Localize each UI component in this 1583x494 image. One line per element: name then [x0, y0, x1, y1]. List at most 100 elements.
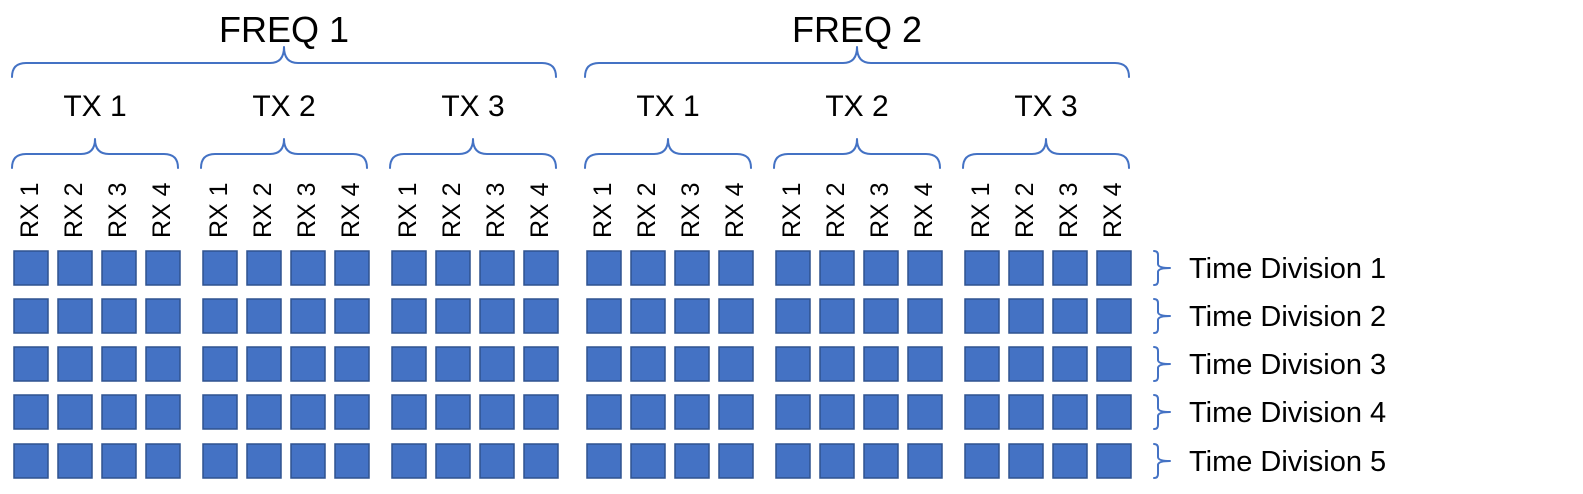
tx-group: TX 3 RX 1 RX 2 RX 3 RX 4 — [962, 90, 1132, 479]
slot-cell — [57, 250, 93, 286]
slot-cell — [586, 394, 622, 430]
rx-label: RX 2 — [1011, 182, 1039, 238]
slot-cell — [246, 298, 282, 334]
tx-label: TX 2 — [252, 90, 315, 123]
slot-cell — [57, 298, 93, 334]
slot-cell — [907, 394, 943, 430]
slot-cell — [718, 346, 754, 382]
slot-cell — [1008, 394, 1044, 430]
rx-label: RX 3 — [104, 182, 132, 238]
rx-label: RX 2 — [822, 182, 850, 238]
freq-group-2: FREQ 2 TX 1 RX 1 RX 2 RX 3 RX 4 TX 2 RX 1 RX 2 RX… — [584, 9, 1132, 479]
slot-cell — [819, 250, 855, 286]
rx-label: RX 2 — [249, 182, 277, 238]
freq-brace — [584, 46, 1130, 78]
time-division-label: Time Division 2 — [1189, 301, 1386, 333]
slot-cell — [718, 250, 754, 286]
slot-cell — [246, 443, 282, 479]
tx-group: TX 1 RX 1 RX 2 RX 3 RX 4 — [584, 90, 754, 479]
slot-cell — [246, 346, 282, 382]
slot-cell — [246, 250, 282, 286]
slot-cell — [57, 346, 93, 382]
slot-cell — [523, 394, 559, 430]
slot-cell — [964, 394, 1000, 430]
slot-cell — [718, 443, 754, 479]
slot-cell — [435, 346, 471, 382]
rx-label: RX 4 — [721, 182, 749, 238]
tx-label: TX 2 — [825, 90, 888, 123]
slot-cell — [479, 346, 515, 382]
slot-cell — [674, 394, 710, 430]
slot-cell — [775, 346, 811, 382]
tx-label: TX 3 — [1014, 90, 1077, 123]
slot-cell — [1008, 298, 1044, 334]
slot-cell — [479, 394, 515, 430]
slot-cell — [334, 250, 370, 286]
slot-cell — [13, 443, 49, 479]
time-division-5: Time Division 5 — [1153, 443, 1386, 479]
rx-label: RX 2 — [60, 182, 88, 238]
rx-label: RX 3 — [482, 182, 510, 238]
rx-label: RX 3 — [293, 182, 321, 238]
slot-cell — [775, 250, 811, 286]
tx-group: TX 2 RX 1 RX 2 RX 3 RX 4 — [200, 90, 370, 479]
slot-cell — [13, 394, 49, 430]
time-division-label: Time Division 5 — [1189, 446, 1386, 478]
slot-cell — [290, 443, 326, 479]
time-division-brace — [1153, 443, 1171, 479]
rx-label: RX 2 — [438, 182, 466, 238]
time-division-4: Time Division 4 — [1153, 394, 1386, 430]
tx-brace — [962, 138, 1130, 169]
slot-cell — [1096, 298, 1132, 334]
tx-label: TX 3 — [441, 90, 504, 123]
slot-cell — [479, 443, 515, 479]
freq-label: FREQ 2 — [792, 9, 922, 50]
slot-cell — [775, 394, 811, 430]
time-division-1: Time Division 1 — [1153, 250, 1386, 286]
slot-cell — [1008, 443, 1044, 479]
rx-label: RX 4 — [910, 182, 938, 238]
slot-cell — [435, 298, 471, 334]
slot-cell — [674, 298, 710, 334]
slot-cell — [630, 298, 666, 334]
freq-label: FREQ 1 — [219, 9, 349, 50]
tx-group: TX 1 RX 1 RX 2 RX 3 RX 4 — [11, 90, 181, 479]
slot-cell — [586, 443, 622, 479]
slot-cell — [863, 250, 899, 286]
slot-cell — [290, 394, 326, 430]
time-division-brace — [1153, 346, 1171, 382]
slot-cell — [964, 298, 1000, 334]
rx-label: RX 1 — [205, 182, 233, 238]
tx-label: TX 1 — [63, 90, 126, 123]
slot-cell — [479, 250, 515, 286]
rx-label: RX 2 — [633, 182, 661, 238]
slot-cell — [145, 298, 181, 334]
slot-cell — [630, 443, 666, 479]
rx-label: RX 4 — [337, 182, 365, 238]
slot-cell — [13, 250, 49, 286]
slot-cell — [334, 346, 370, 382]
slot-cell — [334, 298, 370, 334]
slot-cell — [202, 346, 238, 382]
tx-brace — [11, 138, 179, 169]
slot-cell — [775, 298, 811, 334]
time-division-brace — [1153, 250, 1171, 286]
slot-cell — [718, 298, 754, 334]
tx-brace — [389, 138, 557, 169]
slot-cell — [391, 346, 427, 382]
time-division-label: Time Division 4 — [1189, 397, 1386, 429]
time-division-brace — [1153, 394, 1171, 430]
slot-cell — [290, 298, 326, 334]
slot-cell — [202, 443, 238, 479]
rx-label: RX 3 — [677, 182, 705, 238]
slot-cell — [13, 298, 49, 334]
slot-cell — [863, 346, 899, 382]
rx-label: RX 1 — [394, 182, 422, 238]
slot-cell — [1096, 443, 1132, 479]
slot-cell — [1096, 346, 1132, 382]
slot-cell — [334, 443, 370, 479]
rx-label: RX 1 — [589, 182, 617, 238]
slot-cell — [523, 250, 559, 286]
slot-cell — [101, 443, 137, 479]
slot-cell — [863, 394, 899, 430]
